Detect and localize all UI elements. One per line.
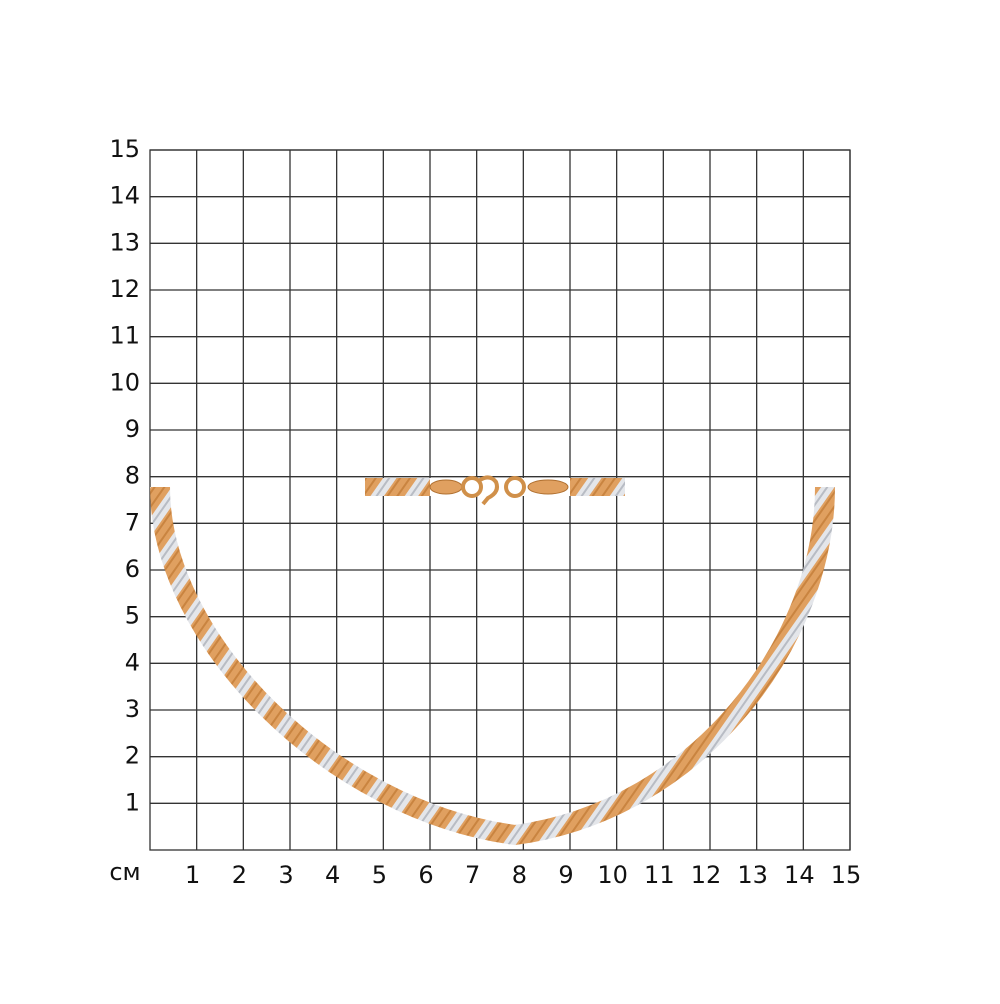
y-label: 14 [109,182,140,210]
x-label: 1 [185,861,200,889]
x-label: 13 [737,861,768,889]
x-label: 15 [831,861,862,889]
necklace [150,486,835,846]
x-label: 7 [465,861,480,889]
y-label: 3 [125,695,140,723]
x-label: 12 [691,861,722,889]
y-label: 9 [125,415,140,443]
x-label: 5 [372,861,387,889]
x-label: 3 [278,861,293,889]
y-label: 8 [125,462,140,490]
x-label: 14 [784,861,815,889]
necklace-clasp-part [365,475,625,506]
y-label: 12 [109,275,140,303]
grid-border [149,149,851,851]
grid [149,149,851,851]
unit-label: см [109,858,140,886]
x-label: 10 [597,861,628,889]
y-label: 11 [109,322,140,350]
x-label: 8 [512,861,527,889]
y-label: 7 [125,508,140,536]
x-label: 4 [325,861,340,889]
y-label: 6 [125,555,140,583]
x-label: 2 [232,861,247,889]
y-label: 2 [125,742,140,770]
y-label: 4 [125,648,140,676]
x-label: 9 [558,861,573,889]
x-label: 11 [644,861,675,889]
y-label: 10 [109,368,140,396]
y-label: 13 [109,228,140,256]
y-label: 5 [125,602,140,630]
y-label: 15 [109,135,140,163]
y-label: 1 [125,788,140,816]
x-label: 6 [418,861,433,889]
